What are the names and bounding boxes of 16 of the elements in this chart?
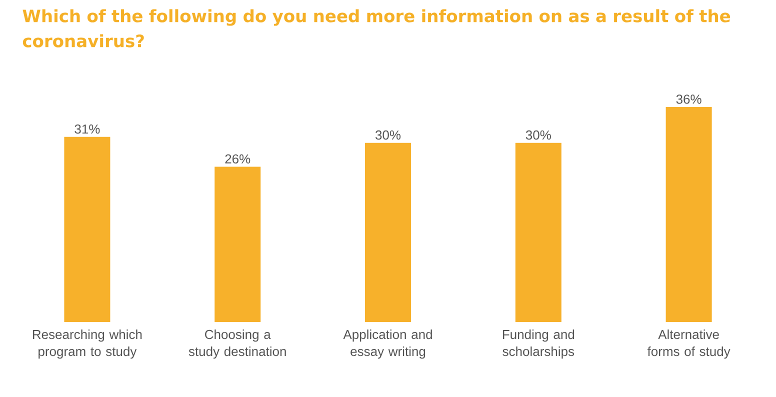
data-label: 30% bbox=[526, 130, 551, 140]
data-label: 26% bbox=[225, 154, 250, 164]
data-label: 36% bbox=[676, 94, 702, 104]
bar bbox=[666, 106, 712, 322]
bar bbox=[64, 136, 110, 322]
x-tick-label: Funding and scholarships bbox=[502, 330, 574, 359]
x-tick-label: Researching which program to study bbox=[32, 330, 142, 359]
data-label: 31% bbox=[74, 124, 100, 134]
data-label: 30% bbox=[375, 130, 401, 140]
bar bbox=[515, 142, 562, 322]
x-tick-label: Alternative forms of study bbox=[647, 330, 730, 359]
bar bbox=[214, 166, 261, 322]
chart-title: Which of the following do you need more information on as a result of the coronavirus? bbox=[22, 9, 730, 48]
x-tick-label: Choosing a study destination bbox=[188, 330, 286, 359]
bar bbox=[365, 142, 412, 322]
x-tick-label: Application and essay writing bbox=[343, 330, 432, 359]
